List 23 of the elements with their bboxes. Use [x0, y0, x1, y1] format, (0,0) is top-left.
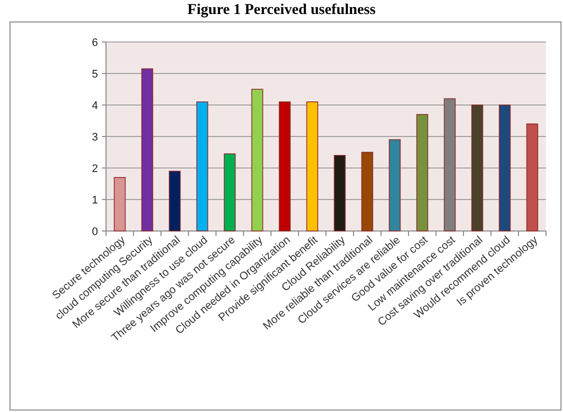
bar: [416, 114, 428, 232]
bar: [196, 101, 208, 232]
bar: [388, 139, 401, 232]
y-tick-label: 2: [92, 162, 98, 175]
bar: [361, 152, 374, 232]
bar: [526, 124, 538, 232]
y-tick-label: 0: [92, 226, 98, 238]
y-tick-label: 5: [92, 68, 98, 80]
bar: [114, 177, 126, 232]
y-tick-label: 1: [92, 194, 98, 206]
bar: [498, 104, 511, 232]
y-tick-label: 4: [92, 100, 98, 112]
bar: [224, 153, 236, 232]
bar: [251, 88, 264, 232]
bar: [168, 170, 181, 232]
bar: [471, 104, 484, 232]
chart-title: Figure 1 Perceived usefulness: [187, 2, 376, 18]
y-tick-label: 6: [92, 36, 98, 49]
bar: [278, 101, 291, 232]
y-tick-label: 3: [92, 131, 98, 144]
bar: [141, 68, 154, 232]
bar: [306, 101, 318, 232]
bar: [334, 155, 346, 232]
